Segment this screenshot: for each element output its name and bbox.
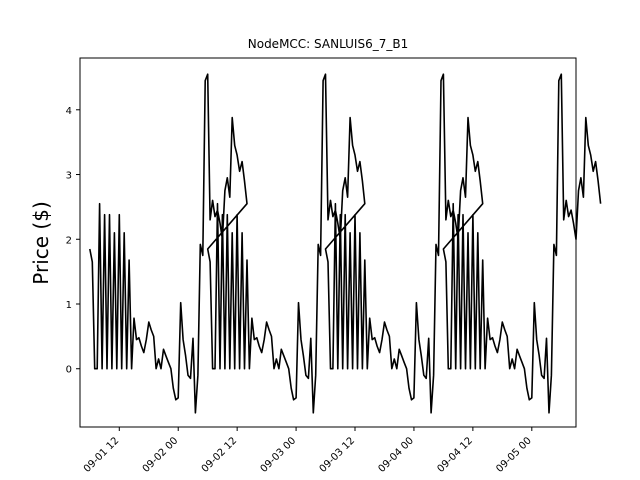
y-tick-label: 3 xyxy=(66,171,72,182)
series-layer xyxy=(89,73,602,414)
y-tick-label: 2 xyxy=(66,235,72,246)
plot-area-frame xyxy=(79,57,577,428)
y-tick-label: 1 xyxy=(66,300,72,311)
chart-title: NodeMCC: SANLUIS6_7_B1 xyxy=(248,37,408,51)
series-line-0 xyxy=(89,73,602,414)
y-axis-label: Price ($) xyxy=(29,201,53,284)
x-tick-label: 09-05 00 xyxy=(494,435,534,475)
x-axis-ticks: 09-01 12 09-02 00 09-02 12 09-03 00 09-03 12… xyxy=(82,427,534,475)
x-tick-label: 09-03 12 xyxy=(318,435,358,475)
x-tick-label: 09-02 00 xyxy=(141,435,181,475)
x-tick-label: 09-04 12 xyxy=(435,435,475,475)
x-tick-label: 09-02 12 xyxy=(200,435,240,475)
y-tick-label: 0 xyxy=(66,365,72,376)
x-tick-label: 09-03 00 xyxy=(259,435,299,475)
x-tick-label: 09-04 00 xyxy=(376,435,416,475)
x-tick-label: 09-01 12 xyxy=(82,435,122,475)
y-axis-ticks: 0 1 2 3 4 xyxy=(66,106,80,376)
y-tick-label: 4 xyxy=(66,106,72,117)
